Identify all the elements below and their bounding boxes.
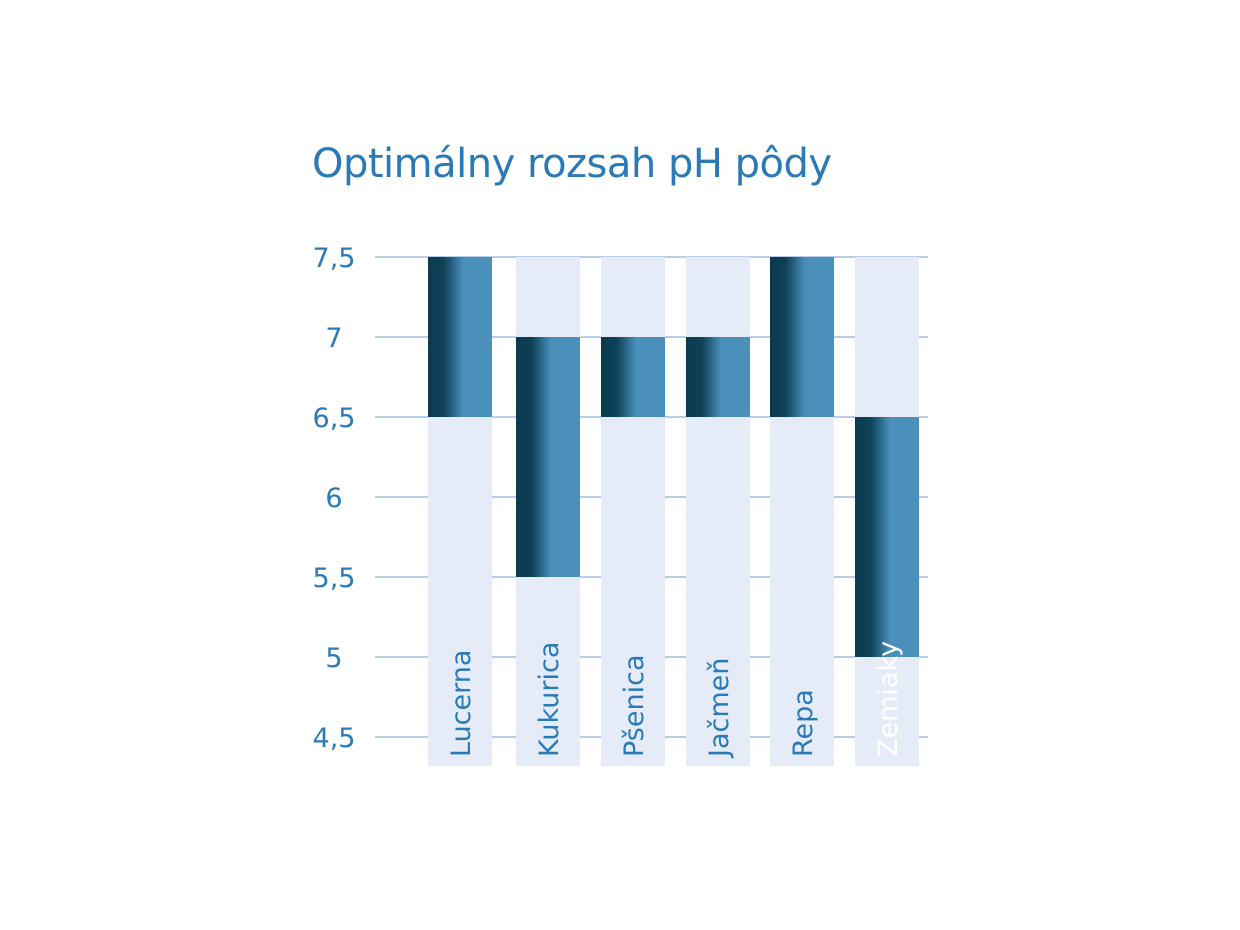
range-bars — [428, 257, 919, 657]
range-bar — [601, 337, 665, 417]
range-bar — [855, 417, 919, 657]
category-tracks — [428, 257, 919, 766]
range-bar — [686, 337, 750, 417]
range-bar — [770, 257, 834, 417]
y-tick-label: 7,5 — [313, 243, 356, 274]
y-tick-label: 4,5 — [313, 723, 356, 754]
category-label: Zemiaky — [873, 641, 904, 757]
y-tick-label: 5,5 — [313, 563, 356, 594]
y-tick-label: 5 — [325, 643, 342, 674]
category-label: Repa — [788, 689, 819, 757]
y-tick-label: 6,5 — [313, 403, 356, 434]
category-label: Pšenica — [619, 655, 650, 758]
chart-title: Optimálny rozsah pH pôdy — [312, 141, 832, 187]
range-bar — [428, 257, 492, 417]
y-tick-label: 6 — [325, 483, 342, 514]
category-labels: Lucerna Kukurica Pšenica Jačmeň Repa Zemiaky — [446, 641, 904, 759]
category-label: Kukurica — [534, 642, 565, 757]
y-tick-label: 7 — [325, 323, 342, 354]
category-label: Lucerna — [446, 650, 477, 757]
category-label: Jačmeň — [704, 658, 735, 759]
range-bar — [516, 337, 580, 577]
y-axis-tick-labels: 7,5 7 6,5 6 5,5 5 4,5 — [313, 243, 356, 754]
